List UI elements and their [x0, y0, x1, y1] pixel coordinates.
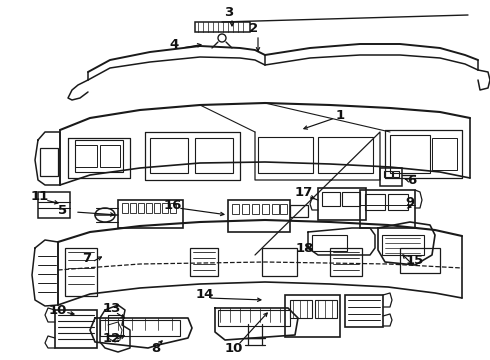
Text: 17: 17 [295, 185, 313, 198]
Text: 7: 7 [82, 252, 92, 265]
Text: 14: 14 [196, 288, 214, 302]
Text: 10: 10 [49, 303, 67, 316]
Text: 3: 3 [224, 5, 234, 18]
Text: 12: 12 [103, 332, 121, 345]
Text: 9: 9 [405, 195, 415, 208]
Text: 5: 5 [58, 203, 68, 216]
Text: 1: 1 [336, 108, 344, 122]
Text: 16: 16 [164, 198, 182, 212]
Text: 15: 15 [406, 253, 424, 266]
Text: 4: 4 [170, 37, 179, 50]
Text: 2: 2 [249, 22, 259, 35]
Text: 11: 11 [31, 189, 49, 202]
Text: 6: 6 [407, 174, 416, 186]
Text: 13: 13 [103, 302, 121, 315]
Text: 8: 8 [151, 342, 161, 355]
Text: 18: 18 [296, 242, 314, 255]
Text: 10: 10 [225, 342, 243, 355]
